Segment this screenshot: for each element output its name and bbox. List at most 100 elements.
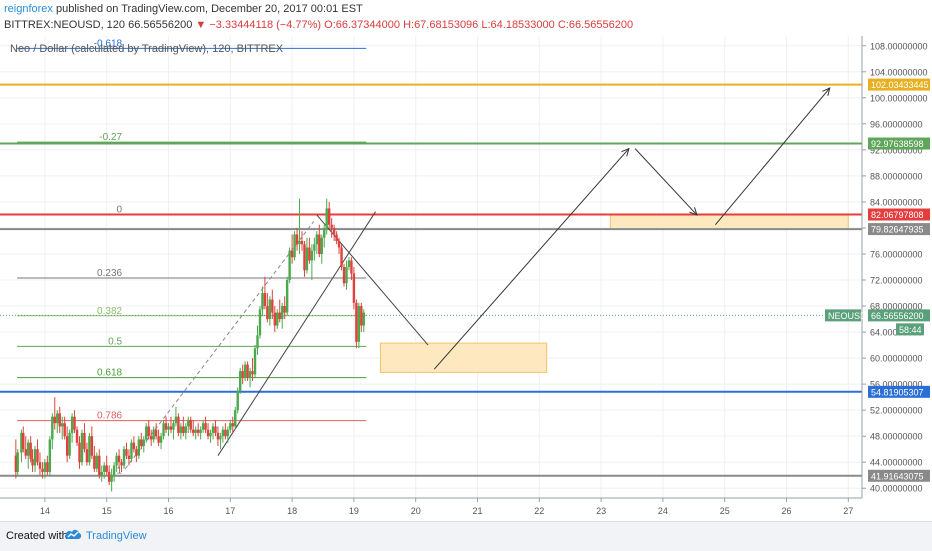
candle-body [229, 423, 232, 430]
candle-body [327, 208, 331, 225]
candle-body [342, 267, 346, 284]
published-text: published on TradingView.com, December 2… [55, 3, 363, 15]
fib-level-label: 1 [117, 466, 123, 477]
candle-body [117, 455, 121, 463]
candle-body [258, 309, 262, 336]
candle-body [36, 449, 39, 463]
candle-body [61, 423, 64, 427]
candle-body [142, 439, 145, 446]
candle-body [194, 429, 197, 433]
candle-body [127, 455, 131, 459]
y-tick-label: 108.00000000 [870, 41, 928, 51]
ohlc-line: BITTREX:NEOUSD, 120 66.56556200 ▼ −3.334… [4, 19, 633, 31]
price-tag-label: 92.97638598 [871, 139, 924, 149]
plot-area [0, 36, 862, 498]
candle-body [332, 227, 336, 235]
y-tick-label: 44.00000000 [870, 458, 923, 468]
candle-body [209, 432, 212, 437]
candle-body [63, 423, 66, 437]
candle-body [325, 208, 328, 228]
candle-body [350, 260, 353, 274]
close-value: C:66.56556200 [557, 19, 634, 31]
candle-body [295, 234, 299, 245]
candle-body [204, 423, 207, 430]
candle-body [29, 442, 32, 459]
price-chart[interactable]: -0.618 -0.27 0 0.236 0.382 0.5 0.618 0.786 1 Neo … [0, 36, 932, 521]
candle-body [347, 260, 351, 267]
x-tick-label: 23 [596, 506, 606, 516]
price-tag-label: 41.91643075 [871, 471, 924, 481]
demand-zone [379, 342, 548, 373]
candle-body [90, 436, 94, 456]
candle-body [122, 449, 126, 466]
candle-body [318, 234, 321, 254]
candle-body [130, 442, 133, 459]
candle-body [149, 436, 153, 440]
candle-body [330, 224, 333, 228]
candle-body [41, 468, 44, 472]
fib-level-label: 0.236 [97, 268, 122, 279]
candle-body [112, 465, 116, 476]
low-value: L:64.18533000 [481, 19, 555, 31]
candle-body [261, 293, 264, 310]
candle-body [51, 416, 54, 440]
price-axis-area [862, 36, 932, 521]
y-tick-label: 76.00000000 [870, 249, 923, 259]
price-tag [868, 78, 930, 91]
open-value: O:66.37344000 [324, 19, 400, 31]
x-tick-label: 22 [534, 506, 544, 516]
price-tag [868, 469, 930, 482]
current-price-label: 66.56556200 [871, 311, 924, 321]
arrow-head [689, 207, 698, 216]
candle-body [22, 432, 25, 450]
projection-arrow [715, 87, 831, 226]
candle-body [125, 449, 128, 456]
candle-body [98, 455, 101, 476]
candle-body [68, 432, 71, 456]
x-tick-label: 21 [472, 506, 482, 516]
candle-body [268, 299, 272, 320]
tradingview-brand[interactable]: TradingView [86, 530, 147, 542]
y-tick-label: 40.00000000 [870, 484, 923, 494]
arrow-head [621, 147, 630, 157]
candle-body [315, 234, 319, 245]
candle-body [263, 293, 267, 307]
candle-body [224, 429, 227, 437]
down-triangle-icon: ▼ [195, 19, 207, 31]
candle-body [320, 237, 323, 254]
candle-body [290, 250, 294, 258]
fib-level-label: 0.382 [97, 306, 122, 317]
candle-body [283, 306, 286, 313]
tradingview-logo-icon[interactable] [64, 527, 82, 543]
candle-body [251, 371, 254, 375]
candle-body [75, 429, 79, 443]
candle-body [236, 390, 239, 411]
candle-body [88, 436, 91, 463]
candle-body [16, 452, 19, 472]
candle-body [24, 449, 27, 456]
candle-body [184, 426, 188, 433]
footer-bar: Created with TradingView [0, 521, 932, 551]
candle-body [219, 436, 222, 440]
candle-body [172, 423, 175, 430]
fib-level-label: 0.786 [97, 411, 122, 422]
author-link[interactable]: reignforex [4, 3, 53, 15]
demand-zone [609, 213, 849, 230]
candle-body [293, 234, 296, 258]
candle-body [135, 449, 138, 456]
candle-body [137, 439, 141, 456]
candle-body [157, 436, 160, 443]
candle-body [189, 419, 192, 430]
candle-body [174, 416, 178, 424]
candle-body [216, 432, 220, 440]
candle-body [256, 335, 259, 349]
y-tick-label: 48.00000000 [870, 432, 923, 442]
candle-body [298, 240, 301, 245]
candle-body [100, 471, 103, 476]
candle-body [214, 426, 217, 433]
y-tick-label: 68.00000000 [870, 302, 923, 312]
y-tick-label: 104.00000000 [870, 67, 928, 77]
candle-body [85, 449, 89, 463]
candle-body [120, 462, 123, 466]
candle-body [182, 426, 185, 433]
